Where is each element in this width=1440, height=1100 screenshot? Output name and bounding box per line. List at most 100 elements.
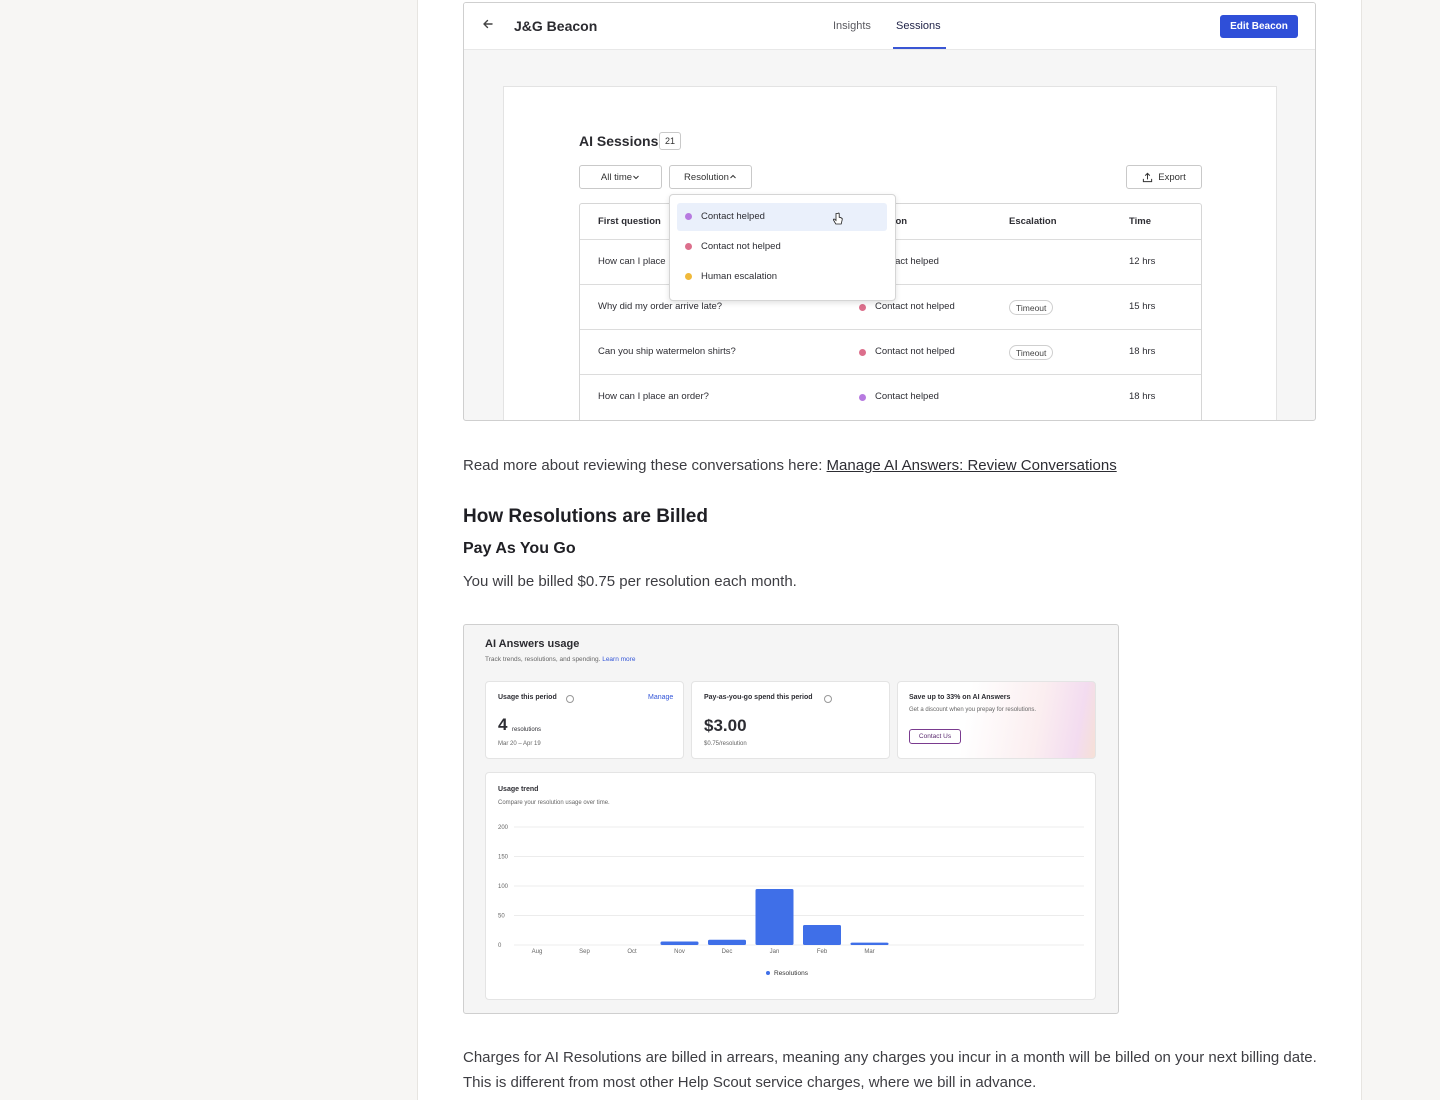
column-header[interactable]: Escalation: [1009, 216, 1057, 227]
export-button[interactable]: Export: [1126, 165, 1202, 189]
bar: [803, 924, 841, 945]
status-dot: [685, 273, 692, 280]
usage-subtitle-text: Track trends, resolutions, and spending.: [485, 656, 601, 663]
resolution-dot: [859, 394, 866, 401]
y-tick-label: 50: [498, 914, 505, 920]
beacon-topbar: J&G Beacon Insights Sessions Edit Beacon: [464, 3, 1315, 50]
time-filter-button[interactable]: All time: [579, 165, 662, 189]
usage-subtitle: Track trends, resolutions, and spending.…: [485, 656, 635, 663]
dropdown-item-label: Contact helped: [701, 211, 765, 222]
resolution-dropdown-menu: Contact helped Contact not helped Human …: [669, 194, 896, 301]
x-tick-label: Oct: [627, 949, 637, 955]
sessions-panel: AI Sessions 21 All time Resolution Expor…: [503, 86, 1277, 420]
time-cell: 18 hrs: [1129, 391, 1156, 402]
sessions-heading: AI Sessions: [579, 133, 659, 149]
resolution-dot: [859, 304, 866, 311]
dropdown-item-contact-not-helped[interactable]: Contact not helped: [677, 233, 887, 261]
x-tick-label: Jan: [770, 949, 780, 955]
y-tick-label: 200: [498, 825, 509, 831]
resolution-cell: Contact not helped: [875, 301, 955, 312]
x-tick-label: Sep: [579, 949, 590, 955]
question-cell[interactable]: Can you ship watermelon shirts?: [598, 346, 736, 357]
legend-label: Resolutions: [774, 970, 809, 977]
promo-title: Save up to 33% on AI Answers: [909, 694, 1011, 701]
article: J&G Beacon Insights Sessions Edit Beacon…: [417, 0, 1362, 1100]
divider: [580, 374, 1201, 375]
usage-trend-chart: 0 50 100 150 200 Aug Sep Oct Nov Dec Jan Feb Mar Reso…: [498, 825, 1084, 977]
billing-paragraph: You will be billed $0.75 per resolution …: [463, 573, 797, 590]
spend-card-label: Pay-as-you-go spend this period: [704, 694, 813, 701]
usage-trend-card: Usage trend Compare your resolution usag…: [485, 772, 1096, 1000]
promo-card: Save up to 33% on AI Answers Get a disco…: [897, 681, 1096, 759]
bar: [755, 888, 794, 945]
escalation-badge: Timeout: [1009, 300, 1054, 315]
spend-rate: $0.75/resolution: [704, 741, 747, 747]
resolution-filter-label: Resolution: [684, 171, 729, 183]
export-label: Export: [1158, 171, 1186, 183]
x-tick-label: Aug: [532, 949, 543, 955]
time-cell: 18 hrs: [1129, 346, 1156, 357]
resolution-cell: Contact not helped: [875, 346, 955, 357]
active-tab-indicator: [893, 47, 946, 49]
status-dot: [685, 213, 692, 220]
promo-text: Get a discount when you prepay for resol…: [909, 707, 1037, 713]
question-cell[interactable]: How can I place: [598, 256, 666, 267]
dropdown-item-contact-helped[interactable]: Contact helped: [677, 203, 887, 231]
usage-card: Usage this period Manage 4 resolutions M…: [485, 681, 684, 759]
y-tick-label: 0: [498, 943, 502, 949]
info-icon[interactable]: [566, 695, 574, 703]
column-header[interactable]: Time: [1129, 216, 1152, 227]
beacon-title: J&G Beacon: [514, 18, 598, 34]
dropdown-item-label: Human escalation: [701, 271, 778, 282]
x-tick-label: Mar: [864, 949, 874, 955]
back-arrow-icon[interactable]: [480, 16, 496, 32]
y-tick-label: 100: [498, 884, 509, 890]
x-tick-label: Nov: [674, 949, 685, 955]
usage-unit: resolutions: [512, 727, 542, 733]
tab-sessions[interactable]: Sessions: [896, 20, 941, 32]
question-cell[interactable]: How can I place an order?: [598, 391, 709, 402]
review-conversations-link[interactable]: Manage AI Answers: Review Conversations: [826, 457, 1117, 474]
tab-insights[interactable]: Insights: [833, 20, 871, 32]
sessions-count-badge: 21: [659, 132, 681, 150]
usage-title: AI Answers usage: [485, 638, 580, 650]
hand-cursor-icon: [833, 212, 843, 225]
status-dot: [685, 243, 692, 250]
learn-more-link[interactable]: Learn more: [602, 656, 636, 663]
escalation-badge: Timeout: [1009, 345, 1054, 360]
usage-screenshot: AI Answers usage Track trends, resolutio…: [463, 624, 1119, 1014]
manage-link[interactable]: Manage: [648, 694, 674, 701]
spend-card: Pay-as-you-go spend this period $3.00 $0…: [691, 681, 890, 759]
trend-title: Usage trend: [498, 786, 539, 793]
chevron-down-icon: [633, 175, 639, 180]
legend-swatch: [766, 971, 770, 975]
resolution-filter-button[interactable]: Resolution: [669, 165, 752, 189]
column-header[interactable]: First question: [598, 216, 661, 227]
x-tick-label: Dec: [722, 949, 733, 955]
trend-subtitle: Compare your resolution usage over time.: [498, 800, 610, 806]
read-more-paragraph: Read more about reviewing these conversa…: [463, 453, 1117, 478]
section-heading: How Resolutions are Billed: [463, 506, 708, 527]
chevron-up-icon: [730, 174, 736, 179]
time-filter-label: All time: [600, 171, 633, 183]
resolution-cell: Contact helped: [875, 391, 939, 402]
subsection-heading: Pay As You Go: [463, 540, 576, 557]
charges-paragraph: Charges for AI Resolutions are billed in…: [463, 1049, 1317, 1091]
read-more-text: Read more about reviewing these conversa…: [463, 457, 827, 474]
usage-value: 4: [498, 715, 508, 734]
time-cell: 12 hrs: [1129, 256, 1156, 267]
edit-beacon-button[interactable]: Edit Beacon: [1220, 15, 1298, 38]
time-cell: 15 hrs: [1129, 301, 1156, 312]
bar: [660, 941, 699, 945]
dropdown-item-label: Contact not helped: [701, 241, 781, 252]
dropdown-item-human-escalation[interactable]: Human escalation: [677, 263, 887, 291]
x-tick-label: Feb: [817, 949, 828, 955]
usage-period-range: Mar 20 – Apr 19: [498, 741, 541, 747]
sessions-screenshot: J&G Beacon Insights Sessions Edit Beacon…: [463, 2, 1316, 421]
usage-card-label: Usage this period: [498, 694, 557, 701]
divider: [580, 329, 1201, 330]
contact-us-button[interactable]: Contact Us: [909, 729, 961, 744]
question-cell[interactable]: Why did my order arrive late?: [598, 301, 723, 312]
info-icon[interactable]: [824, 695, 832, 703]
resolution-dot: [859, 349, 866, 356]
